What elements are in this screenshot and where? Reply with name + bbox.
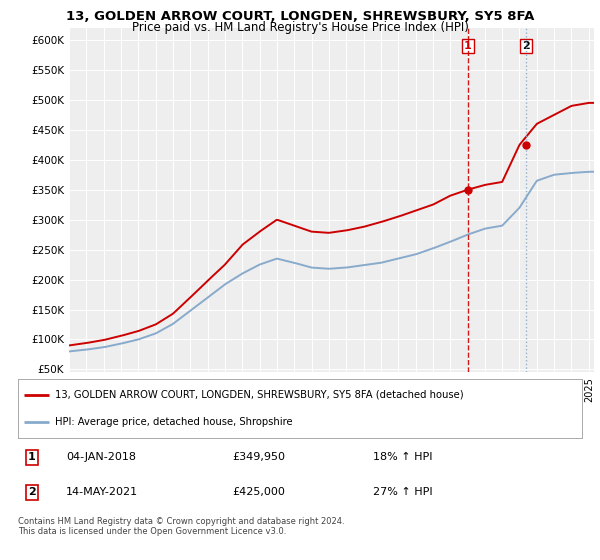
- Text: HPI: Average price, detached house, Shropshire: HPI: Average price, detached house, Shro…: [55, 417, 292, 427]
- Text: 14-MAY-2021: 14-MAY-2021: [66, 487, 138, 497]
- Text: Contains HM Land Registry data © Crown copyright and database right 2024.
This d: Contains HM Land Registry data © Crown c…: [18, 517, 344, 536]
- Text: 2: 2: [28, 487, 36, 497]
- Text: £425,000: £425,000: [232, 487, 285, 497]
- Text: 13, GOLDEN ARROW COURT, LONGDEN, SHREWSBURY, SY5 8FA (detached house): 13, GOLDEN ARROW COURT, LONGDEN, SHREWSB…: [55, 390, 463, 400]
- Text: 04-JAN-2018: 04-JAN-2018: [66, 452, 136, 462]
- Text: 2: 2: [522, 41, 530, 51]
- Text: £349,950: £349,950: [232, 452, 286, 462]
- Text: Price paid vs. HM Land Registry's House Price Index (HPI): Price paid vs. HM Land Registry's House …: [131, 21, 469, 34]
- Text: 18% ↑ HPI: 18% ↑ HPI: [373, 452, 433, 462]
- Text: 27% ↑ HPI: 27% ↑ HPI: [373, 487, 433, 497]
- Text: 1: 1: [28, 452, 36, 462]
- Text: 13, GOLDEN ARROW COURT, LONGDEN, SHREWSBURY, SY5 8FA: 13, GOLDEN ARROW COURT, LONGDEN, SHREWSB…: [66, 10, 534, 23]
- Text: 1: 1: [464, 41, 472, 51]
